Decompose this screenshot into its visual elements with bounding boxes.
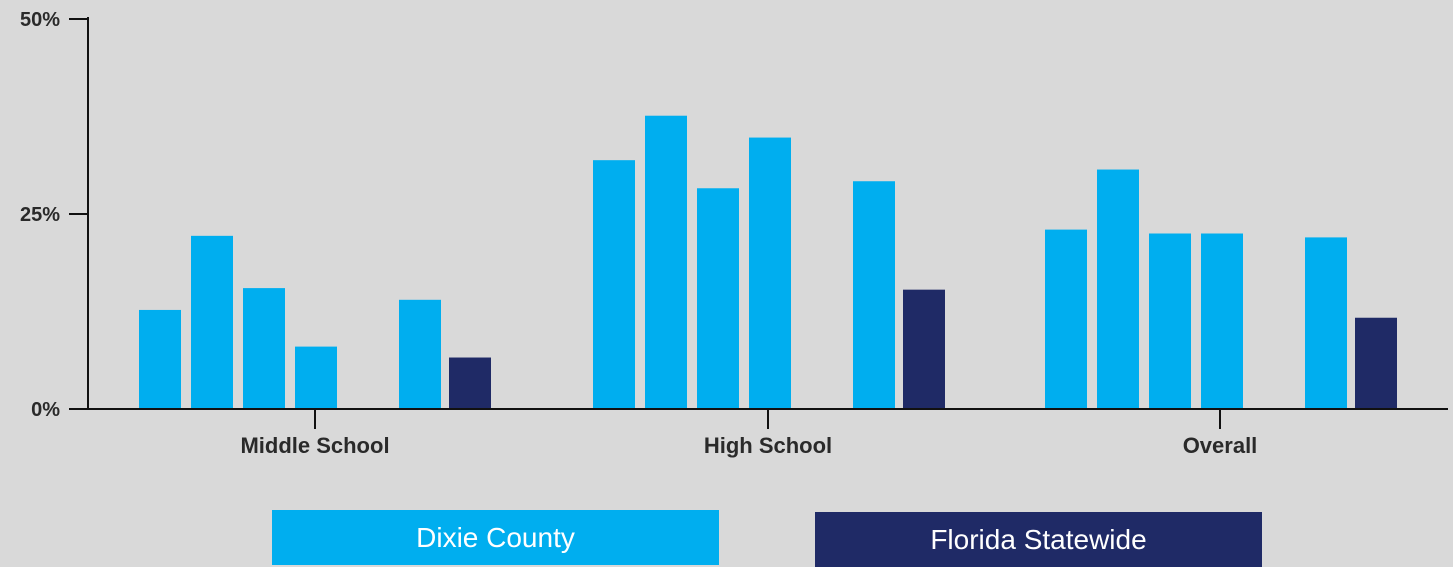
bar-overall-1 [1045, 229, 1087, 409]
bar-high-school-2 [645, 115, 687, 409]
bar-middle-school-2 [191, 235, 233, 409]
bar-high-school-1 [593, 160, 635, 409]
bar-middle-school-1 [139, 309, 181, 409]
legend-item-florida-statewide: Florida Statewide [815, 512, 1262, 567]
bar-overall-6 [1355, 317, 1397, 409]
x-category-label: Middle School [240, 433, 389, 458]
x-category-label: High School [704, 433, 832, 458]
y-tick-label: 50% [20, 9, 60, 31]
legend-label-dixie-county: Dixie County [416, 521, 575, 553]
x-category-label: Overall [1183, 433, 1258, 458]
bar-high-school-6 [903, 289, 945, 409]
bar-overall-4 [1201, 233, 1243, 409]
legend-item-dixie-county: Dixie County [272, 510, 719, 565]
y-tick-label: 0% [31, 399, 60, 421]
y-tick-label: 25% [20, 204, 60, 226]
bar-middle-school-5 [399, 299, 441, 409]
bar-middle-school-3 [243, 288, 285, 409]
bars-layer [139, 115, 1397, 409]
bar-overall-2 [1097, 169, 1139, 409]
bar-middle-school-4 [295, 346, 337, 409]
axes-layer: 0% 25% 50% Middle School High School Overall [20, 9, 1448, 458]
bar-middle-school-6 [449, 357, 491, 409]
bar-high-school-4 [749, 137, 791, 409]
bar-high-school-3 [697, 188, 739, 409]
bar-high-school-5 [853, 181, 895, 409]
bar-overall-5 [1305, 237, 1347, 409]
bar-overall-3 [1149, 233, 1191, 409]
legend-label-florida-statewide: Florida Statewide [930, 523, 1147, 555]
